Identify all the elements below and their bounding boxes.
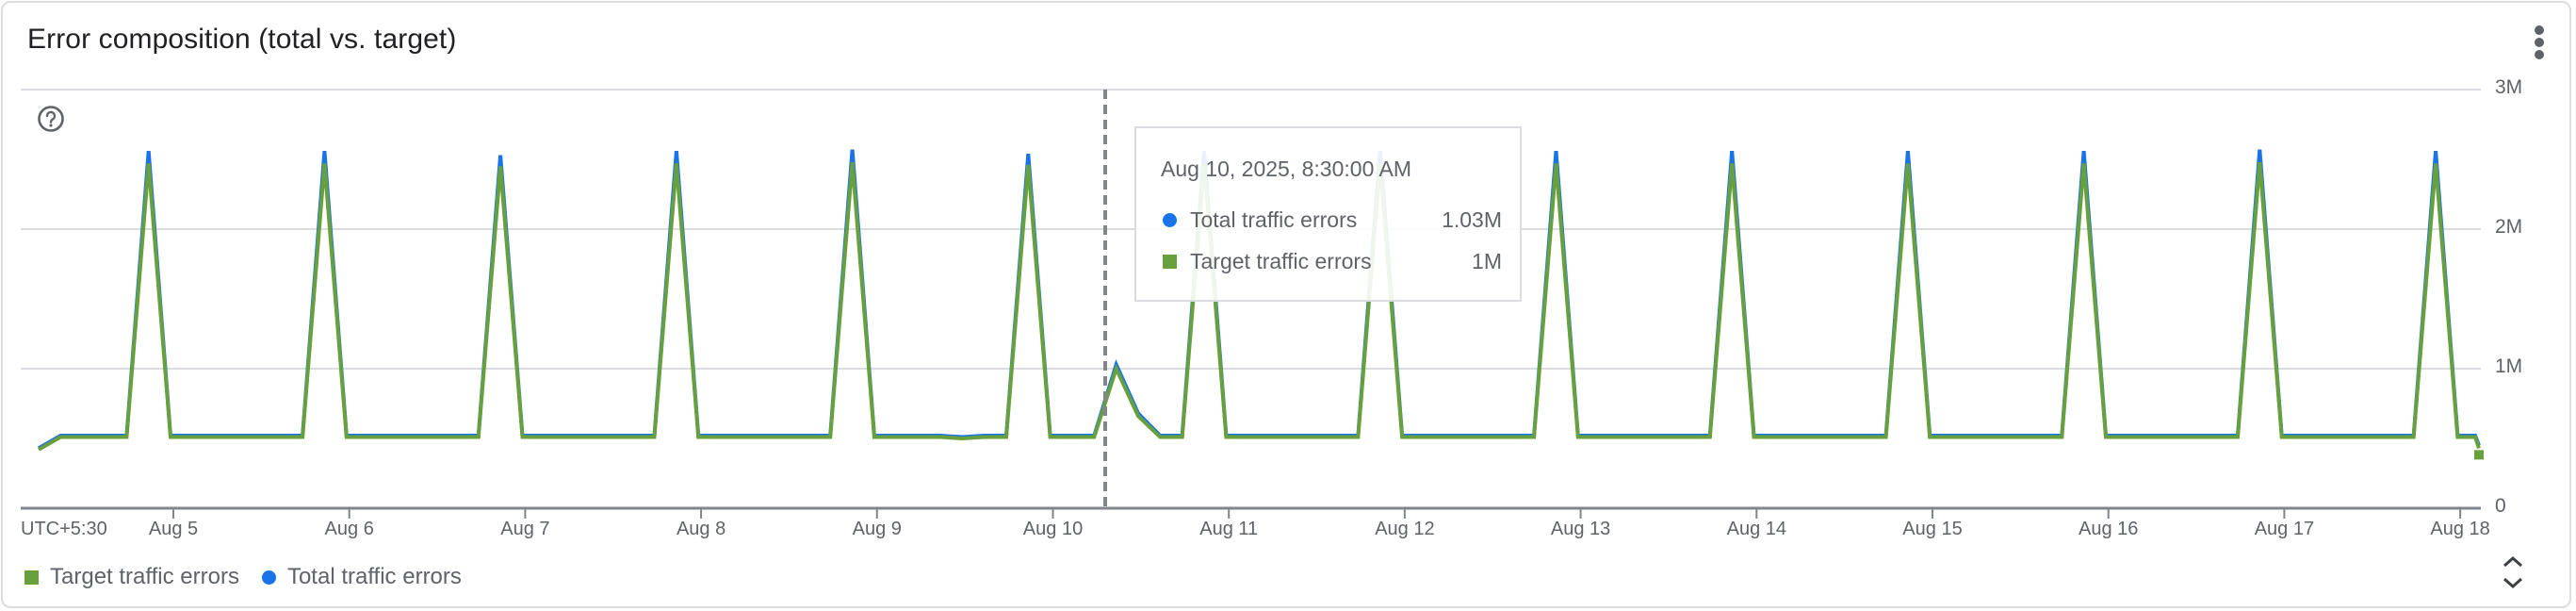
target-series-line	[38, 161, 2481, 452]
tooltip-row-value: 1.03M	[1442, 206, 1502, 232]
legend-item-target[interactable]: Target traffic errors	[24, 564, 239, 590]
x-tick-label: Aug 14	[1726, 519, 1786, 539]
more-vert-icon-dot	[2535, 50, 2544, 59]
x-tick-label: Aug 7	[500, 519, 550, 539]
tooltip-row-label: Total traffic errors	[1190, 206, 1358, 232]
y-tick-0: 0	[2495, 495, 2506, 517]
last-point-marker	[2474, 450, 2484, 460]
help-circle-icon	[38, 106, 64, 132]
y-tick-2m: 2M	[2495, 216, 2523, 238]
target-series-square-icon	[24, 570, 39, 585]
legend-label: Total traffic errors	[286, 564, 462, 589]
chart-title: Error composition (total vs. target)	[27, 24, 457, 55]
legend-item-total[interactable]: Total traffic errors	[261, 564, 462, 590]
x-tick-label: Aug 15	[1902, 519, 1963, 539]
x-tick-label: Aug 16	[2078, 519, 2139, 539]
target-series-square-icon	[1163, 254, 1177, 269]
total-series-dot-icon	[1163, 212, 1177, 227]
y-tick-3m: 3M	[2495, 76, 2523, 98]
x-tick-label: Aug 11	[1199, 519, 1259, 539]
x-tick-label: Aug 13	[1550, 519, 1611, 539]
more-options-button[interactable]	[2528, 25, 2551, 59]
tooltip-date: Aug 10, 2025, 8:30:00 AM	[1161, 157, 1411, 181]
x-tick-label: Aug 9	[852, 519, 902, 539]
tooltip-row-label: Target traffic errors	[1190, 248, 1372, 273]
y-tick-1m: 1M	[2495, 355, 2523, 377]
unfold-more-icon	[2503, 555, 2522, 589]
more-vert-icon	[2535, 25, 2544, 35]
x-tick-label: Aug 12	[1375, 519, 1435, 539]
more-vert-icon-dot	[2535, 38, 2544, 47]
chart-legend: Target traffic errors Total traffic erro…	[24, 564, 484, 590]
x-tick-label: Aug 8	[676, 519, 726, 539]
x-axis-timezone: UTC+5:30	[21, 519, 107, 539]
total-series-dot-icon	[261, 570, 276, 585]
tooltip-row-value: 1M	[1472, 248, 1502, 273]
help-button[interactable]	[37, 105, 65, 133]
expand-legend-button[interactable]	[2499, 554, 2527, 590]
x-tick-label: Aug 10	[1022, 519, 1084, 539]
hover-tooltip: Aug 10, 2025, 8:30:00 AM Total traffic e…	[1134, 126, 1522, 302]
x-tick-label: Aug 17	[2254, 519, 2315, 539]
tooltip-row-total: Total traffic errors 1.03M	[1163, 206, 1502, 234]
tooltip-row-target: Target traffic errors 1M	[1163, 247, 1502, 275]
x-tick-label: Aug 6	[324, 519, 374, 539]
legend-label: Target traffic errors	[50, 564, 239, 589]
x-tick-label: Aug 18	[2430, 519, 2490, 539]
x-tick-label: Aug 5	[148, 519, 199, 539]
